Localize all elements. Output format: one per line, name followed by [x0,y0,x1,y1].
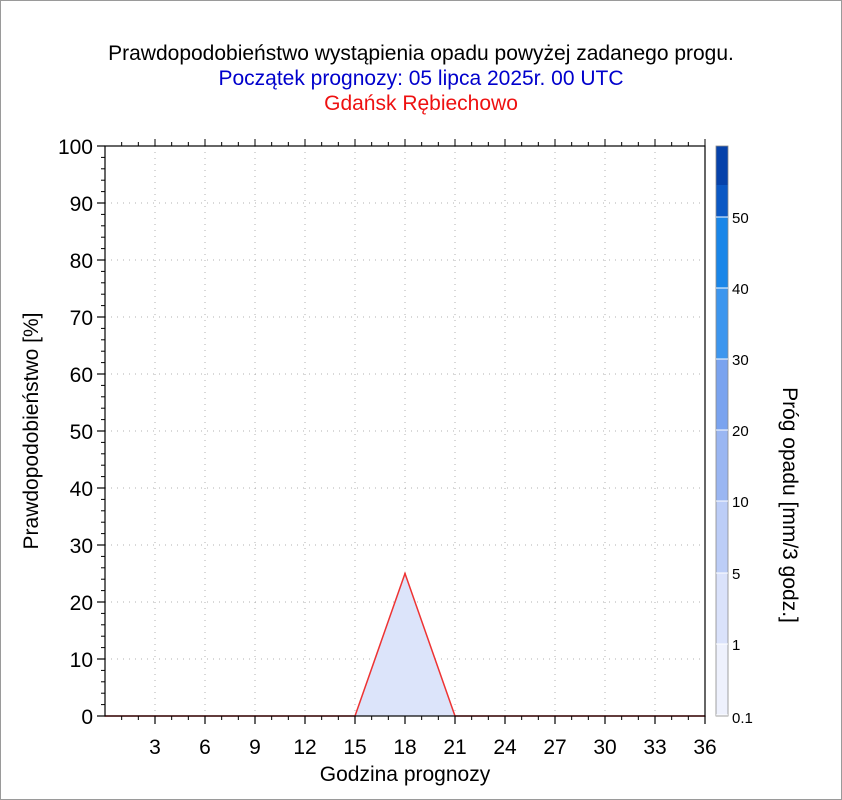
x-axis-label: Godzina prognozy [320,763,491,786]
chart-title: Prawdopodobieństwo wystąpienia opadu pow… [108,42,734,65]
y-axis-ticks: 0 10 20 30 40 50 60 70 80 90 100 [58,136,105,729]
x-tick-label: 12 [293,736,316,759]
probability-area [104,571,706,717]
colorbar: 0.1 1 5 10 20 30 40 50 [715,145,753,727]
x-tick-label: 27 [543,736,566,759]
y-tick-label: 50 [70,421,93,444]
colorbar-tick-label: 40 [732,281,749,298]
x-tick-label: 6 [199,736,211,759]
x-tick-label: 24 [493,736,517,759]
x-axis-ticks: 3 6 9 12 15 18 21 24 27 30 33 36 [149,716,717,759]
y-tick-label: 60 [70,364,93,387]
y-tick-label: 20 [70,592,93,615]
colorbar-tick-label: 50 [732,210,749,227]
y-tick-label: 90 [70,193,93,216]
colorbar-segment [716,359,728,430]
colorbar-segment [716,501,728,573]
y-tick-label: 40 [70,478,93,501]
colorbar-segment [716,185,728,217]
minor-ticks [101,139,706,720]
forecast-start-subtitle: Początek prognozy: 05 lipca 2025r. 00 UT… [218,67,624,90]
colorbar-segment [716,430,728,501]
colorbar-segment [716,288,728,359]
x-tick-label: 33 [643,736,666,759]
y-tick-label: 0 [81,706,93,729]
y-tick-label: 80 [70,250,93,273]
y-tick-label: 70 [70,307,93,330]
colorbar-segment [716,217,728,288]
colorbar-tick-label: 30 [732,352,749,369]
x-tick-label: 3 [149,736,161,759]
series-area-fill [105,573,705,716]
colorbar-segment [716,146,728,185]
x-tick-label: 21 [443,736,466,759]
colorbar-tick-label: 0.1 [732,710,753,727]
x-tick-label: 15 [343,736,366,759]
colorbar-tick-label: 20 [732,423,749,440]
x-tick-label: 9 [249,736,261,759]
y-tick-label: 30 [70,535,93,558]
y-axis-label: Prawdopodobieństwo [%] [20,313,43,550]
colorbar-tick-label: 10 [732,494,749,511]
colorbar-label: Próg opadu [mm/3 godz.] [778,387,801,623]
x-tick-label: 30 [593,736,616,759]
colorbar-tick-label: 1 [732,637,740,654]
colorbar-tick-label: 5 [732,566,740,583]
y-tick-label: 10 [70,649,93,672]
colorbar-border [715,145,729,717]
colorbar-segment [716,573,728,644]
colorbar-segment [716,644,728,716]
y-tick-label: 100 [58,136,93,159]
x-tick-label: 18 [393,736,416,759]
data-point [404,572,406,575]
x-tick-label: 36 [693,736,716,759]
station-name: Gdańsk Rębiechowo [324,92,518,115]
